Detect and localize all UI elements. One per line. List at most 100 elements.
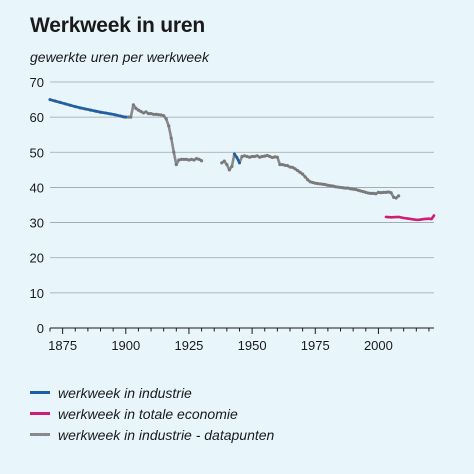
data-point	[384, 190, 388, 194]
data-point	[199, 159, 204, 163]
x-tick-label: 1900	[111, 338, 140, 353]
grid	[50, 81, 434, 294]
data-point	[273, 155, 277, 159]
data-point	[359, 189, 363, 193]
legend-swatch-blue	[30, 391, 50, 394]
data-point	[225, 162, 229, 167]
x-tick-label: 1875	[48, 338, 77, 353]
data-point	[222, 159, 226, 163]
data-point	[179, 157, 183, 161]
data-point	[278, 162, 282, 167]
data-point	[316, 181, 320, 186]
data-point	[197, 157, 201, 161]
legend-item-datapunten: werkweek in industrie - datapunten	[30, 424, 274, 445]
data-point	[141, 111, 146, 115]
series-line-industrie	[48, 98, 128, 119]
series-line-datapunten	[49, 98, 203, 166]
data-point	[189, 157, 194, 161]
x-tick-label: 1975	[301, 338, 330, 353]
chart-subtitle: gewerkte uren per werkweek	[30, 49, 209, 65]
legend-swatch-magenta	[30, 412, 50, 415]
data-point	[313, 181, 317, 185]
data-point	[172, 150, 176, 154]
data-point	[331, 184, 335, 188]
legend-label: werkweek in industrie	[58, 384, 192, 401]
data-point	[154, 112, 158, 116]
data-point	[136, 108, 141, 112]
data-point	[295, 168, 300, 173]
series-line-industrie	[233, 152, 241, 165]
series-line-datapunten	[221, 152, 400, 200]
chart-title: Werkweek in uren	[30, 14, 205, 37]
data-point	[346, 186, 350, 190]
data-point	[280, 162, 285, 167]
data-point	[356, 188, 360, 192]
legend-item-totale-economie: werkweek in totale economie	[30, 403, 274, 424]
data-point	[391, 195, 396, 199]
data-point	[306, 178, 310, 182]
data-point	[308, 180, 312, 184]
data-point	[149, 112, 153, 116]
data-point	[394, 196, 398, 200]
data-point	[253, 154, 257, 159]
data-point	[162, 114, 166, 118]
data-point	[381, 190, 386, 194]
data-point	[164, 117, 168, 121]
data-point	[326, 183, 330, 187]
data-point	[397, 194, 401, 198]
data-point	[240, 154, 244, 159]
y-tick-label: 20	[30, 251, 44, 266]
data-point	[301, 172, 305, 176]
data-point	[139, 109, 143, 114]
legend-label: werkweek in industrie - datapunten	[58, 426, 275, 443]
data-point	[283, 163, 287, 167]
data-point	[151, 112, 156, 116]
data-point	[376, 190, 381, 194]
data-point	[250, 154, 254, 159]
y-tick-label: 40	[30, 180, 44, 195]
y-axis-ticks: 0 10 20 30 40 50 60 70	[30, 75, 44, 336]
data-point	[371, 191, 375, 196]
data-point	[351, 187, 355, 191]
data-point	[230, 164, 234, 168]
data-point	[220, 161, 224, 165]
data-point	[343, 186, 348, 190]
data-point	[144, 110, 148, 114]
data-point	[349, 187, 353, 191]
data-point	[379, 191, 383, 195]
data-point	[288, 165, 292, 169]
data-point	[258, 155, 262, 159]
data-point	[311, 180, 315, 185]
y-tick-label: 60	[30, 110, 44, 125]
data-point	[341, 186, 345, 190]
data-point	[245, 154, 249, 159]
data-point	[184, 157, 189, 161]
legend-swatch-grey	[30, 432, 50, 437]
data-point	[255, 154, 259, 158]
data-point	[328, 184, 333, 188]
data-point	[389, 191, 393, 195]
data-point	[134, 106, 138, 110]
y-tick-label: 70	[30, 75, 44, 90]
data-point	[386, 190, 391, 194]
data-point	[192, 158, 196, 162]
data-point	[265, 153, 269, 158]
data-point	[275, 155, 279, 159]
data-point	[333, 185, 338, 189]
data-point	[131, 103, 135, 107]
data-point	[293, 167, 297, 171]
data-point	[369, 191, 373, 196]
data-point	[242, 154, 247, 158]
data-point	[187, 158, 191, 162]
data-point	[159, 113, 163, 117]
data-point	[338, 185, 343, 190]
series-line-totale-economie	[384, 214, 436, 222]
data-point	[227, 168, 231, 172]
data-point	[174, 162, 178, 167]
x-tick-label: 2000	[364, 338, 393, 353]
data-point	[268, 154, 272, 159]
data-point	[182, 157, 186, 161]
legend: werkweek in industrie werkweek in totale…	[30, 382, 274, 445]
y-tick-label: 50	[30, 145, 44, 160]
